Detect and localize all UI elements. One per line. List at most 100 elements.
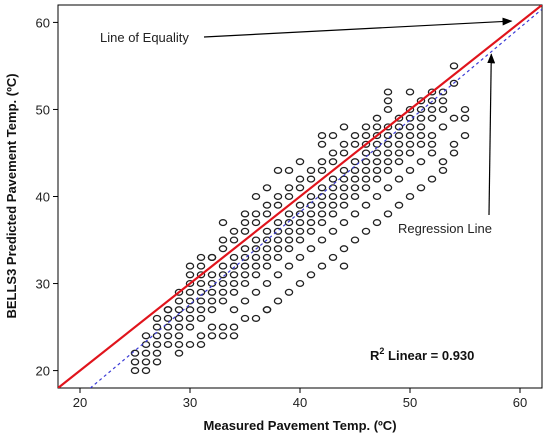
data-point bbox=[284, 210, 294, 218]
data-point bbox=[372, 114, 382, 122]
data-point bbox=[361, 201, 371, 209]
data-point bbox=[229, 279, 239, 288]
data-point bbox=[383, 184, 393, 192]
fit-lines bbox=[58, 5, 542, 388]
data-point bbox=[394, 132, 404, 140]
data-point bbox=[427, 88, 437, 96]
data-point bbox=[284, 192, 294, 201]
data-point bbox=[273, 271, 283, 279]
data-point bbox=[383, 132, 393, 140]
data-point bbox=[427, 132, 437, 140]
data-point bbox=[306, 210, 316, 218]
data-point bbox=[427, 114, 437, 122]
data-point bbox=[383, 97, 393, 105]
data-point bbox=[383, 140, 393, 148]
data-point bbox=[174, 306, 184, 314]
data-point bbox=[273, 192, 283, 201]
data-point bbox=[185, 288, 195, 296]
data-point bbox=[196, 332, 206, 340]
x-tick-label: 30 bbox=[183, 395, 197, 410]
data-point bbox=[328, 149, 338, 157]
data-point bbox=[372, 219, 382, 227]
data-point bbox=[141, 367, 151, 375]
line-of-equality-label: Line of Equality bbox=[100, 30, 189, 45]
data-point bbox=[262, 262, 272, 270]
data-point bbox=[196, 253, 206, 261]
data-point bbox=[141, 332, 151, 340]
data-point bbox=[438, 123, 448, 131]
data-point bbox=[339, 201, 349, 209]
data-point bbox=[383, 123, 393, 131]
data-point bbox=[328, 158, 338, 166]
data-point bbox=[394, 158, 404, 166]
data-point bbox=[361, 166, 371, 174]
data-point bbox=[218, 297, 228, 305]
data-point bbox=[262, 279, 272, 288]
y-tick-label: 60 bbox=[36, 15, 50, 30]
data-point bbox=[350, 192, 360, 201]
data-point bbox=[130, 367, 140, 375]
data-point bbox=[449, 149, 459, 157]
data-point bbox=[262, 253, 272, 261]
data-point bbox=[361, 227, 371, 235]
data-point bbox=[141, 349, 151, 357]
data-point bbox=[174, 288, 184, 296]
data-point bbox=[416, 140, 426, 148]
data-point bbox=[317, 262, 327, 270]
data-point bbox=[416, 132, 426, 140]
data-point bbox=[284, 184, 294, 192]
data-point bbox=[196, 314, 206, 322]
data-point bbox=[273, 219, 283, 227]
data-point bbox=[284, 227, 294, 235]
data-point bbox=[218, 245, 228, 253]
data-point bbox=[185, 323, 195, 331]
axis-ticks: 20 30 40 50 60 20 30 40 50 60 bbox=[36, 15, 528, 410]
data-point bbox=[218, 262, 228, 270]
data-point bbox=[317, 140, 327, 148]
x-tick-label: 50 bbox=[403, 395, 417, 410]
data-point bbox=[174, 349, 184, 357]
data-point bbox=[174, 323, 184, 331]
data-point bbox=[152, 358, 162, 366]
r-squared-prefix: R bbox=[370, 348, 380, 363]
data-point bbox=[438, 158, 448, 166]
data-point bbox=[317, 219, 327, 227]
data-point bbox=[262, 236, 272, 244]
data-point bbox=[218, 236, 228, 244]
r-squared-label: R2 Linear = 0.930 bbox=[370, 346, 474, 363]
data-point bbox=[273, 236, 283, 244]
data-point bbox=[306, 271, 316, 279]
data-point bbox=[152, 332, 162, 340]
data-point bbox=[185, 262, 195, 270]
x-axis-title: Measured Pavement Temp. (ºC) bbox=[203, 418, 396, 433]
data-point bbox=[350, 132, 360, 140]
data-point bbox=[317, 210, 327, 218]
data-point bbox=[361, 184, 371, 192]
data-point bbox=[218, 271, 228, 279]
data-point bbox=[152, 340, 162, 349]
data-point bbox=[262, 184, 272, 192]
data-point bbox=[317, 236, 327, 244]
data-point bbox=[207, 297, 217, 305]
data-point bbox=[405, 192, 415, 201]
data-point bbox=[394, 140, 404, 148]
data-point bbox=[350, 236, 360, 244]
data-point bbox=[163, 340, 173, 349]
data-point bbox=[229, 227, 239, 235]
data-point bbox=[372, 149, 382, 157]
data-point bbox=[196, 279, 206, 288]
data-point bbox=[295, 210, 305, 218]
data-point bbox=[372, 132, 382, 140]
data-point bbox=[130, 358, 140, 366]
data-point bbox=[416, 123, 426, 131]
data-point bbox=[350, 175, 360, 183]
data-point bbox=[350, 210, 360, 218]
data-point bbox=[229, 288, 239, 296]
data-point bbox=[185, 314, 195, 322]
data-point bbox=[405, 105, 415, 114]
data-point bbox=[328, 201, 338, 209]
data-point bbox=[196, 262, 206, 270]
data-point bbox=[350, 158, 360, 166]
data-point bbox=[251, 245, 261, 253]
